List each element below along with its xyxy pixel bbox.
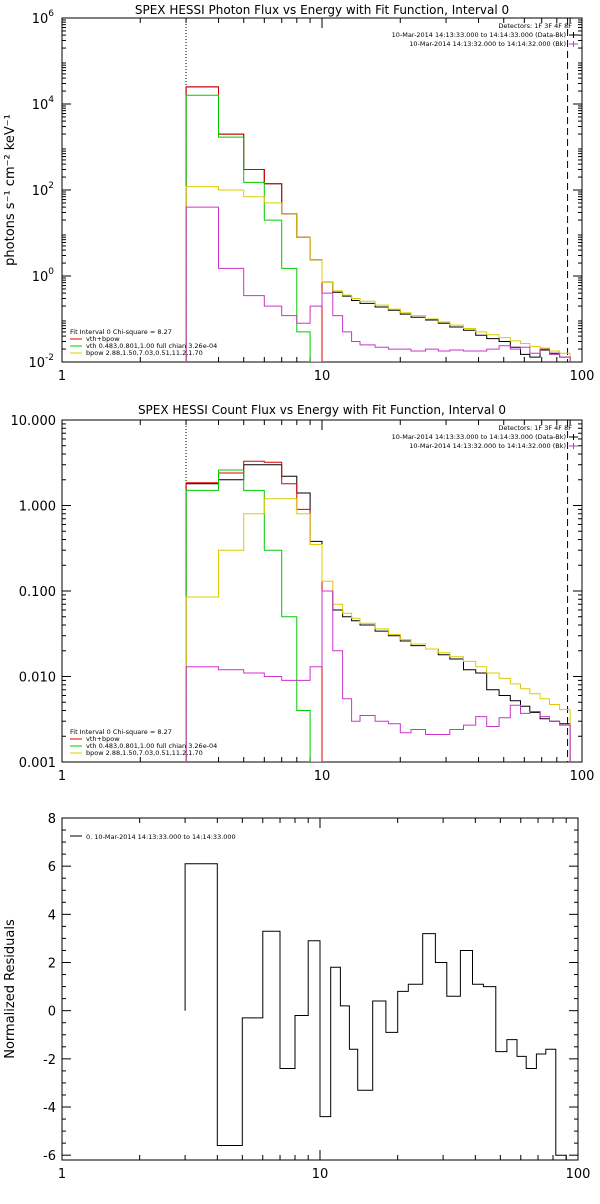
y-tick-exponent: 2 [48, 181, 54, 191]
y-tick-base: 10 [32, 98, 49, 113]
y-tick-label: -4 [43, 1101, 56, 1116]
y-tick-exponent: -2 [45, 353, 54, 363]
fit-legend-label: bpow 2.88,1.50,7.03,0.51,11.2,1.70 [86, 349, 203, 357]
x-tick-label: 10 [314, 369, 331, 384]
y-tick-label: 10.000 [11, 414, 57, 429]
series-magenta-histogram [185, 590, 571, 762]
y-axis-label: photons s⁻¹ cm⁻² keV⁻¹ [3, 114, 18, 266]
y-tick-label: 0.100 [19, 585, 56, 600]
data-layer [185, 86, 571, 362]
data-layer [184, 863, 567, 1160]
series-green-histogram [185, 469, 323, 762]
series-black-histogram [185, 86, 571, 362]
chart-title: SPEX HESSI Count Flux vs Energy with Fit… [138, 403, 506, 417]
legend-entry-label: 10-Mar-2014 14:13:32.000 to 14:14:32.000… [409, 442, 566, 450]
legend-entry-label: 10-Mar-2014 14:13:33.000 to 14:14:33.000… [392, 31, 566, 39]
y-tick-label: 102 [32, 181, 54, 199]
legend-detectors: Detectors: 1F 3F 4F 8F [498, 424, 572, 432]
fit-legend-label: vth+bpow [86, 735, 120, 743]
fit-legend-header: Fit Interval 0 Chi-square = 8.27 [70, 728, 172, 736]
y-tick-label: 0.010 [19, 671, 56, 686]
x-tick-label: 10 [312, 1167, 329, 1182]
y-tick-label: 100 [32, 267, 55, 285]
series-green-histogram [185, 94, 323, 362]
y-tick-label: 0.001 [19, 756, 56, 771]
y-tick-base: 10 [32, 12, 49, 27]
series-red-histogram [185, 86, 323, 362]
y-tick-label: 8 [48, 812, 56, 827]
x-tick-label: 1 [58, 1167, 66, 1182]
x-tick-label: 1 [58, 369, 66, 384]
legend-detectors: Detectors: 1F 3F 4F 8F [498, 22, 572, 30]
fit-legend-label: vth 0.483,0.801,1.00 full chian 3.26e-04 [86, 342, 217, 350]
y-tick-label: 6 [48, 860, 56, 875]
x-tick-label: 10 [314, 769, 331, 784]
fit-legend-label: vth 0.483,0.801,1.00 full chian 3.26e-04 [86, 742, 217, 750]
chart-title: SPEX HESSI Photon Flux vs Energy with Fi… [135, 3, 509, 17]
series-yellow-histogram [185, 186, 571, 362]
y-tick-label: 1.000 [19, 500, 56, 515]
x-tick-label: 100 [566, 1167, 591, 1182]
y-tick-base: 10 [32, 270, 49, 285]
fit-legend-label: bpow 2.88,1.50,7.03,0.51,11.2,1.70 [86, 749, 203, 757]
legend-entry-label: 0. 10-Mar-2014 14:13:33.000 to 14:14:33.… [86, 833, 236, 841]
fit-legend-header: Fit Interval 0 Chi-square = 8.27 [70, 328, 172, 336]
series-yellow-histogram [185, 498, 571, 762]
y-tick-exponent: 6 [48, 9, 54, 19]
legend-entry-label: 10-Mar-2014 14:13:33.000 to 14:14:33.000… [392, 433, 566, 441]
y-tick-label: 104 [32, 95, 55, 113]
y-tick-exponent: 0 [48, 267, 54, 277]
y-tick-base: 10 [28, 356, 45, 371]
series-residuals-histogram [184, 863, 567, 1160]
legend-entry-label: 10-Mar-2014 14:13:32.000 to 14:14:32.000… [409, 40, 566, 48]
count-flux-panel: SPEX HESSI Count Flux vs Energy with Fit… [11, 403, 595, 784]
y-tick-base: 10 [32, 184, 49, 199]
y-tick-label: 106 [32, 9, 55, 27]
data-layer [185, 460, 571, 762]
x-tick-label: 100 [570, 369, 595, 384]
series-red-histogram [185, 460, 323, 762]
series-black-histogram [185, 464, 571, 762]
residuals-panel: 1 10 100 -6 -4 -2 0 2 4 6 8 Normalized Residuals 0. … [3, 812, 590, 1182]
photon-flux-panel: SPEX HESSI Photon Flux vs Energy with Fi… [3, 3, 594, 384]
y-tick-exponent: 4 [48, 95, 54, 105]
y-tick-label: -6 [43, 1149, 56, 1164]
y-tick-label: 4 [48, 908, 56, 923]
y-tick-label: 10-2 [28, 353, 54, 371]
y-axis-label: Normalized Residuals [3, 919, 18, 1059]
fit-legend-label: vth+bpow [86, 335, 120, 343]
y-tick-label: 0 [48, 1005, 56, 1020]
x-tick-label: 100 [570, 769, 595, 784]
series-magenta-histogram [185, 206, 571, 362]
x-tick-label: 1 [58, 769, 66, 784]
y-tick-label: -2 [43, 1053, 56, 1068]
y-tick-label: 2 [48, 957, 56, 972]
